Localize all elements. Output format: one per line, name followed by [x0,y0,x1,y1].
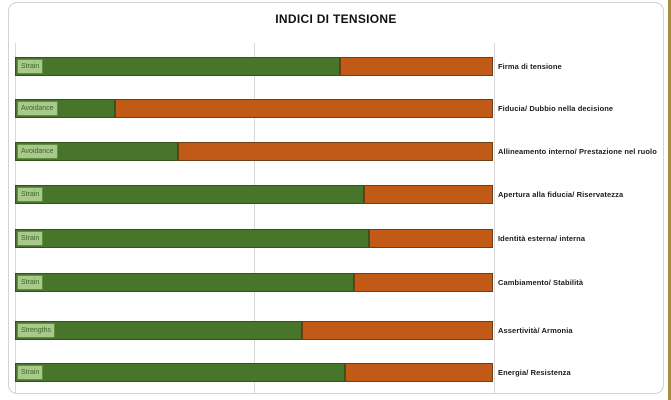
window-edge-stripe [668,0,671,400]
category-label: Allineamento interno/ Prestazione nel ru… [498,147,657,156]
category-badge: Strain [17,231,44,246]
category-label: Cambiamento/ Stabilità [498,278,584,287]
bar-row: Strain [15,185,493,204]
bar-row: Avoidance [15,99,493,118]
green-bar-segment[interactable]: Strain [15,229,369,248]
gridline-100pct [493,43,495,394]
category-badge: Avoidance [17,144,58,159]
orange-bar-segment[interactable] [344,363,493,382]
bar-row: Avoidance [15,142,493,161]
category-badge: Strengths [17,323,55,338]
orange-bar-segment[interactable] [354,273,493,292]
bar-row: Strain [15,57,493,76]
green-bar-segment[interactable]: Strain [15,185,364,204]
orange-bar-segment[interactable] [177,142,493,161]
orange-bar-segment[interactable] [363,185,493,204]
gridline-50pct [254,43,255,394]
category-label: Firma di tensione [498,62,562,71]
category-badge: Strain [17,365,44,380]
category-badge: Avoidance [17,101,58,116]
bar-row: Strain [15,229,493,248]
bar-row: Strengths [15,321,493,340]
category-label: Identità esterna/ interna [498,234,586,243]
orange-bar-segment[interactable] [340,57,493,76]
category-badge: Strain [17,275,44,290]
orange-bar-segment[interactable] [301,321,493,340]
gridline-0pct [14,43,16,394]
category-badge: Strain [17,187,44,202]
bar-row: Strain [15,363,493,382]
category-badge: Strain [17,59,44,74]
green-bar-segment[interactable]: Strain [15,363,345,382]
category-label: Assertività/ Armonia [498,326,573,335]
category-label: Energia/ Resistenza [498,368,571,377]
plot-area: Strain Firma di tensione Avoidance Fiducia/… [9,3,663,394]
bar-row: Strain [15,273,493,292]
tension-indices-chart: INDICI DI TENSIONE Strain Firma di tensio… [8,2,664,394]
green-bar-segment[interactable]: Avoidance [15,99,116,118]
green-bar-segment[interactable]: Strengths [15,321,302,340]
orange-bar-segment[interactable] [115,99,493,118]
category-label: Apertura alla fiducia/ Riservatezza [498,190,624,199]
chart-title: INDICI DI TENSIONE [275,12,397,26]
green-bar-segment[interactable]: Strain [15,57,341,76]
orange-bar-segment[interactable] [368,229,493,248]
green-bar-segment[interactable]: Avoidance [15,142,178,161]
green-bar-segment[interactable]: Strain [15,273,355,292]
category-label: Fiducia/ Dubbio nella decisione [498,104,614,113]
